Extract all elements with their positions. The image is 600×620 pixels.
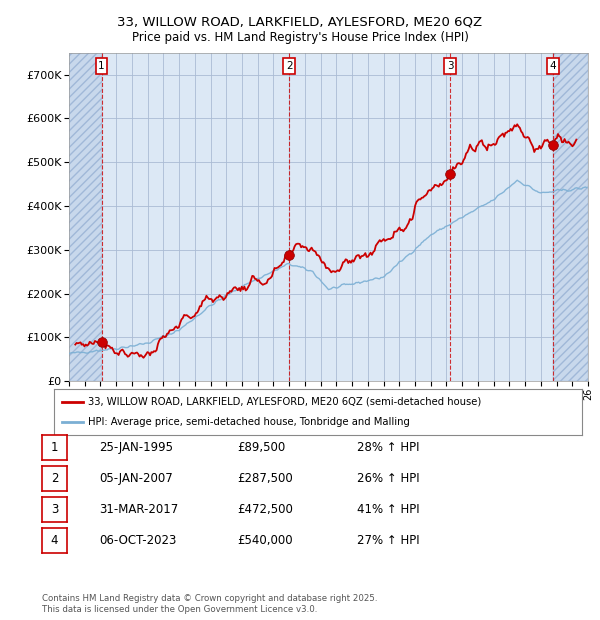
- Text: 05-JAN-2007: 05-JAN-2007: [99, 472, 173, 485]
- Text: 4: 4: [550, 61, 556, 71]
- Text: 41% ↑ HPI: 41% ↑ HPI: [357, 503, 419, 516]
- Text: 2: 2: [51, 472, 58, 485]
- Text: 26% ↑ HPI: 26% ↑ HPI: [357, 472, 419, 485]
- Text: 31-MAR-2017: 31-MAR-2017: [99, 503, 178, 516]
- Text: 33, WILLOW ROAD, LARKFIELD, AYLESFORD, ME20 6QZ: 33, WILLOW ROAD, LARKFIELD, AYLESFORD, M…: [118, 16, 482, 29]
- Text: 27% ↑ HPI: 27% ↑ HPI: [357, 534, 419, 547]
- Text: 25-JAN-1995: 25-JAN-1995: [99, 441, 173, 454]
- Text: Contains HM Land Registry data © Crown copyright and database right 2025.
This d: Contains HM Land Registry data © Crown c…: [42, 595, 377, 614]
- Bar: [553, 53, 588, 381]
- Text: HPI: Average price, semi-detached house, Tonbridge and Malling: HPI: Average price, semi-detached house,…: [88, 417, 410, 427]
- Bar: [69, 53, 101, 381]
- Text: 28% ↑ HPI: 28% ↑ HPI: [357, 441, 419, 454]
- Text: 1: 1: [51, 441, 58, 454]
- Text: 2: 2: [286, 61, 293, 71]
- Text: 06-OCT-2023: 06-OCT-2023: [99, 534, 176, 547]
- Text: 33, WILLOW ROAD, LARKFIELD, AYLESFORD, ME20 6QZ (semi-detached house): 33, WILLOW ROAD, LARKFIELD, AYLESFORD, M…: [88, 397, 482, 407]
- Text: £472,500: £472,500: [237, 503, 293, 516]
- Text: 1: 1: [98, 61, 105, 71]
- Text: £89,500: £89,500: [237, 441, 285, 454]
- Text: 4: 4: [51, 534, 58, 547]
- Text: Price paid vs. HM Land Registry's House Price Index (HPI): Price paid vs. HM Land Registry's House …: [131, 31, 469, 44]
- Text: 3: 3: [447, 61, 454, 71]
- Text: 3: 3: [51, 503, 58, 516]
- Text: £540,000: £540,000: [237, 534, 293, 547]
- Text: £287,500: £287,500: [237, 472, 293, 485]
